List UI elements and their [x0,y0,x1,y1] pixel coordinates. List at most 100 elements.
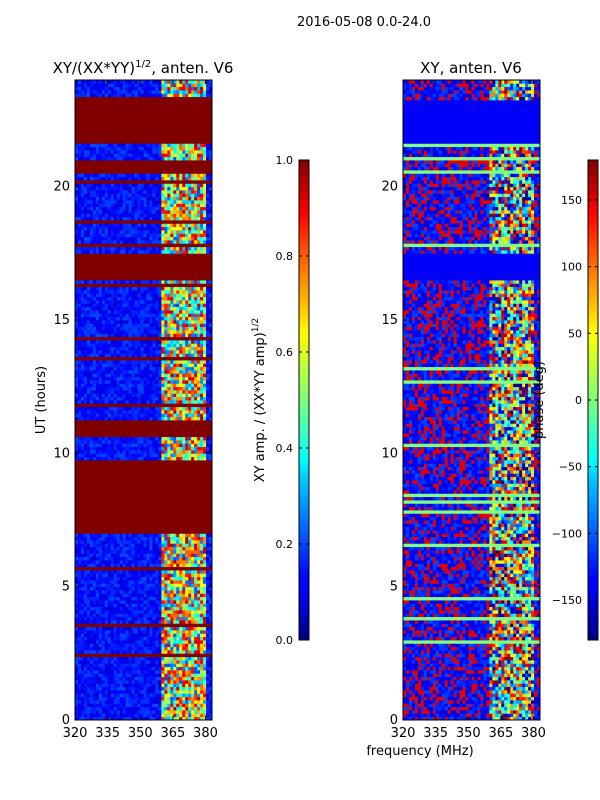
heatmap-cell [200,593,204,598]
heatmap-cell [164,483,168,488]
heatmap-cell [113,620,118,624]
heatmap-cell [92,710,97,714]
heatmap-cell [137,476,141,481]
heatmap-cell [86,480,91,484]
heatmap-cell [149,710,153,714]
heatmap-cell [113,420,118,424]
heatmap-cell [170,370,174,374]
heatmap-cell [209,463,212,468]
heatmap-cell [164,366,168,371]
heatmap-cell [173,716,177,720]
heatmap-cell [152,546,156,551]
heatmap-cell [119,516,124,521]
heatmap-cell [128,576,132,581]
heatmap-cell [137,563,141,568]
heatmap-cell [116,463,121,468]
heatmap-cell [170,683,174,688]
heatmap-cell [164,660,168,664]
heatmap-cell [89,596,94,601]
heatmap-cell [134,523,138,528]
heatmap-cell [197,643,201,648]
heatmap-cell [185,620,189,624]
heatmap-cell [209,533,212,538]
heatmap-cell [77,676,82,681]
heatmap-cell [101,410,106,414]
heatmap-cell [161,436,165,441]
heatmap-cell [86,600,91,604]
heatmap-cell [86,636,91,641]
heatmap-cell [185,610,189,614]
heatmap-cell [107,450,112,454]
heatmap-cell [140,510,144,514]
heatmap-cell [95,706,100,711]
heatmap-cell [116,690,121,694]
heatmap-cell [188,556,192,561]
heatmap-cell [185,566,189,571]
heatmap-cell [197,450,201,454]
heatmap-cell [101,696,106,701]
heatmap-cell [179,573,183,578]
heatmap-cell [143,363,147,368]
heatmap-cell [119,436,124,441]
heatmap-cell [77,370,82,374]
heatmap-cell [152,370,156,374]
heatmap-cell [75,703,79,708]
heatmap-cell [161,673,165,678]
heatmap-cell [83,626,88,631]
heatmap-cell [75,690,79,694]
heatmap-cell [182,516,186,521]
heatmap-cell [98,626,103,631]
heatmap-cell [140,653,144,658]
heatmap-cell [125,456,130,461]
heatmap-cell [110,656,115,661]
heatmap-cell [83,676,88,681]
heatmap-cell [188,693,192,698]
heatmap-cell [197,653,201,658]
heatmap-cell [146,583,150,588]
heatmap-cell [119,610,124,614]
heatmap-cell [146,433,150,438]
heatmap-cell [188,550,192,554]
heatmap-cell [92,583,97,588]
heatmap-cell [167,606,171,611]
heatmap-cell [125,356,130,361]
heatmap-cell [197,686,201,691]
heatmap-cell [131,640,135,644]
heatmap-cell [122,693,127,698]
heatmap-cell [170,593,174,598]
heatmap-cell [128,480,132,484]
heatmap-cell [161,676,165,681]
heatmap-cell [110,676,115,681]
heatmap-cell [80,570,85,574]
heatmap-cell [167,460,171,464]
heatmap-cell [104,463,109,468]
heatmap-cell [75,456,79,461]
heatmap-cell [80,393,85,398]
heatmap-cell [203,393,207,398]
heatmap-cell [155,363,159,368]
heatmap-cell [143,380,147,384]
heatmap-cell [185,663,189,668]
heatmap-cell [75,423,79,428]
heatmap-cell [89,713,94,718]
heatmap-cell [185,456,189,461]
heatmap-cell [125,366,130,371]
heatmap-cell [101,530,106,534]
heatmap-cell [95,446,100,451]
heatmap-cell [119,470,124,474]
heatmap-cell [179,666,183,671]
heatmap-cell [116,710,121,714]
heatmap-cell [164,523,168,528]
heatmap-cell [75,493,79,498]
heatmap-cell [95,466,100,471]
heatmap-cell [128,360,132,364]
heatmap-cell [191,703,195,708]
heatmap-cell [131,526,135,531]
heatmap-cell [164,673,168,678]
heatmap-cell [194,533,198,538]
heatmap-cell [131,466,135,471]
heatmap-cell [161,363,165,368]
heatmap-cell [89,613,94,618]
heatmap-cell [98,666,103,671]
heatmap-cell [86,383,91,388]
